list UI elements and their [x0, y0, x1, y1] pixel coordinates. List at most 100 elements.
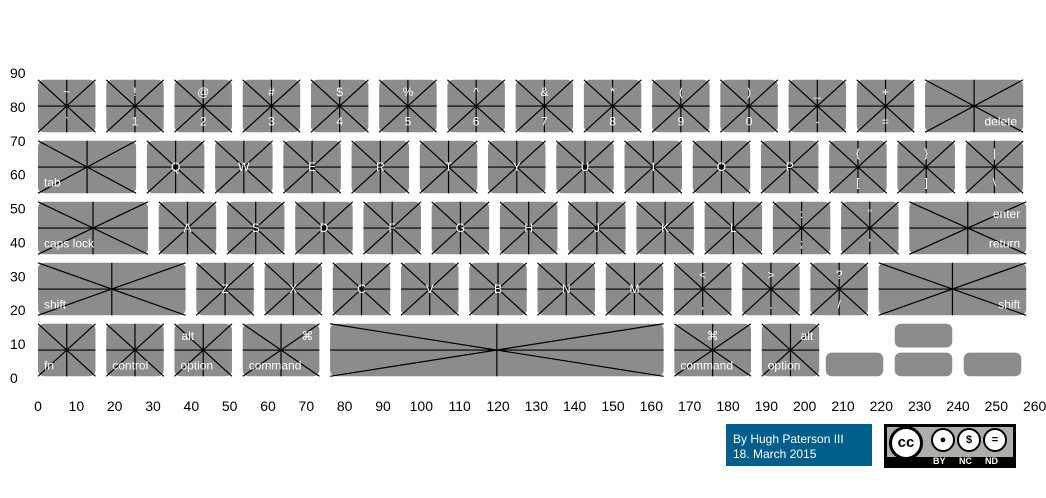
keyboard-key: ~`: [37, 79, 96, 133]
keyboard-key: F: [363, 201, 422, 255]
keyboard-key: )0: [719, 79, 779, 133]
key-main-label: M: [629, 282, 639, 296]
key-main-label: L: [730, 221, 737, 235]
x-tick-label: 230: [908, 398, 932, 414]
y-tick-label: 90: [10, 65, 26, 81]
keyboard-key: +=: [856, 79, 915, 133]
keyboard-key: Q: [146, 140, 205, 194]
key-bottom-label: ': [869, 236, 871, 250]
key-main-label: Q: [171, 160, 180, 174]
keyboard-key: |\: [965, 140, 1024, 194]
key-top-label: $: [336, 85, 343, 99]
credit-date: 18. March 2015: [733, 447, 817, 461]
keyboard-key: :;: [772, 201, 831, 255]
key-top-label: &: [540, 85, 548, 99]
key-main-label: K: [661, 221, 669, 235]
key-main-label: G: [456, 221, 465, 235]
key-bottom-label: /: [837, 297, 841, 311]
key-main-label: S: [252, 221, 260, 235]
y-tick-label: 70: [10, 133, 26, 149]
key-top-label: ~: [63, 85, 70, 99]
key-bottom-label: 9: [678, 114, 685, 128]
x-tick-label: 100: [410, 398, 434, 414]
key-main-label: U: [581, 160, 590, 174]
keyboard-key: N: [537, 262, 596, 316]
x-tick-label: 190: [755, 398, 779, 414]
key-main-label: H: [524, 221, 533, 235]
keyboard-key: Y: [487, 140, 546, 194]
x-tick-label: 120: [486, 398, 510, 414]
key-top-right-label: ⌘: [301, 329, 313, 343]
key-top-label: ^: [473, 85, 479, 99]
key-top-label: alt: [181, 329, 194, 343]
key-top-label: *: [610, 85, 615, 99]
key-bottom-label: control: [112, 358, 148, 372]
keyboard-key: I: [624, 140, 683, 194]
key-top-label: <: [699, 268, 706, 282]
key-main-label: N: [562, 282, 571, 296]
key-main-label: T: [445, 160, 453, 174]
y-tick-label: 50: [10, 201, 26, 217]
x-tick-label: 70: [299, 398, 315, 414]
x-tick-label: 20: [107, 398, 123, 414]
keyboard-key: caps lock: [37, 201, 149, 255]
keyboard-key: <,: [673, 262, 732, 316]
key-bottom-label: shift: [44, 297, 67, 311]
key-main-label: A: [183, 221, 191, 235]
key-main-label: E: [308, 160, 316, 174]
keyboard-key: alt option: [174, 323, 233, 377]
key-bottom-label: ,: [701, 297, 704, 311]
keyboard-key: O: [692, 140, 751, 194]
y-tick-label: 30: [10, 268, 26, 284]
key-top-label: ⌘: [707, 329, 719, 343]
key-top-label: (: [679, 85, 683, 99]
key-top-label: }: [924, 146, 928, 160]
keyboard-key: G: [431, 201, 490, 255]
keyboard-key: R: [351, 140, 410, 194]
key-top-label: {: [856, 146, 860, 160]
key-main-label: P: [786, 160, 794, 174]
keyboard-key: P: [760, 140, 819, 194]
keyboard-key: D: [294, 201, 354, 255]
key-top-label: %: [403, 85, 414, 99]
author-name: By Hugh Paterson III: [733, 432, 844, 446]
keyboard-key: _-: [788, 79, 847, 133]
x-tick-label: 160: [640, 398, 664, 414]
key-main-label: V: [426, 282, 434, 296]
key-top-right-label: alt: [801, 329, 814, 343]
key-top-label: :: [800, 207, 803, 221]
keyboard-key: S: [226, 201, 285, 255]
author-credit: By Hugh Paterson III 18. March 2015: [726, 424, 872, 466]
key-bottom-right-label: return: [989, 236, 1020, 250]
keyboard-key: V: [400, 262, 459, 316]
license-tag-nc: NC: [959, 456, 972, 466]
key-main-label: W: [238, 160, 250, 174]
keyboard-key: $4: [310, 79, 369, 133]
keyboard-key: #3: [242, 79, 301, 133]
keyboard-key: W: [214, 140, 274, 194]
keyboard-key: >.: [741, 262, 801, 316]
key-bottom-label: 8: [609, 114, 616, 128]
keyboard-key: }]: [897, 140, 956, 194]
keyboard-key: enter return: [909, 201, 1027, 255]
key-bottom-label: command: [680, 358, 733, 372]
keyboard-key: ?/: [810, 262, 869, 316]
keyboard-key: *8: [583, 79, 642, 133]
key-main-label: F: [389, 221, 396, 235]
x-tick-label: 60: [260, 398, 276, 414]
x-tick-label: 10: [69, 398, 85, 414]
x-tick-label: 140: [563, 398, 587, 414]
x-tick-label: 50: [222, 398, 238, 414]
keyboard-key: [963, 352, 1022, 377]
license-tag-by: BY: [933, 456, 946, 466]
key-bottom-label: 1: [132, 114, 139, 128]
keyboard-key: L: [704, 201, 763, 255]
keyboard-key: U: [555, 140, 615, 194]
x-tick-label: 210: [831, 398, 855, 414]
keyboard-key: @2: [174, 79, 233, 133]
y-tick-label: 40: [10, 234, 26, 250]
key-bottom-label: 3: [268, 114, 275, 128]
key-main-label: O: [717, 160, 726, 174]
keyboard-key: A: [158, 201, 217, 255]
key-bottom-label: option: [768, 358, 801, 372]
